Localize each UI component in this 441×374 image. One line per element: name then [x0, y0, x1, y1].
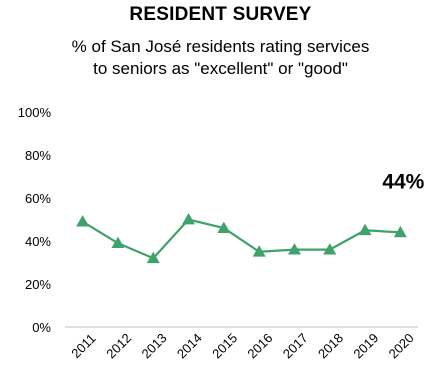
data-point-marker	[287, 243, 301, 255]
chart-title: RESIDENT SURVEY	[129, 4, 312, 25]
x-axis-ticks: 2011 2012 2013 2014 2015 2016 2017 2018 2019 2020	[68, 330, 416, 361]
y-axis-ticks: 0% 20% 40% 60% 80% 100%	[18, 105, 52, 335]
data-point-marker	[323, 243, 337, 255]
y-tick-label: 100%	[18, 105, 52, 120]
x-tick-label: 2019	[350, 330, 381, 361]
x-tick-label: 2020	[386, 330, 417, 361]
x-tick-label: 2011	[68, 331, 98, 361]
data-point-marker	[111, 236, 125, 249]
latest-value-callout: 44%	[382, 170, 424, 193]
x-tick-label: 2016	[244, 330, 275, 361]
data-point-marker	[217, 221, 231, 233]
x-tick-label: 2017	[280, 330, 311, 361]
data-markers	[76, 213, 407, 264]
x-tick-label: 2012	[103, 330, 134, 361]
x-tick-label: 2018	[315, 330, 346, 361]
x-tick-label: 2015	[209, 330, 240, 361]
data-point-marker	[76, 215, 90, 227]
y-tick-label: 0%	[32, 320, 51, 335]
subtitle-line-2: to seniors as "excellent" or "good"	[93, 59, 348, 78]
y-tick-label: 40%	[25, 234, 51, 249]
x-tick-label: 2013	[139, 330, 170, 361]
data-point-marker	[252, 245, 266, 257]
data-point-marker	[182, 213, 196, 225]
y-tick-label: 80%	[25, 148, 51, 163]
x-tick-label: 2014	[174, 330, 205, 361]
data-point-marker	[393, 225, 407, 238]
y-tick-label: 60%	[25, 191, 51, 206]
chart-subtitle: % of San José residents rating services …	[0, 36, 441, 80]
data-point-marker	[146, 251, 160, 264]
data-point-marker	[358, 223, 372, 236]
subtitle-line-1: % of San José residents rating services	[71, 37, 370, 56]
series-line	[82, 218, 401, 260]
y-tick-label: 20%	[25, 277, 51, 292]
